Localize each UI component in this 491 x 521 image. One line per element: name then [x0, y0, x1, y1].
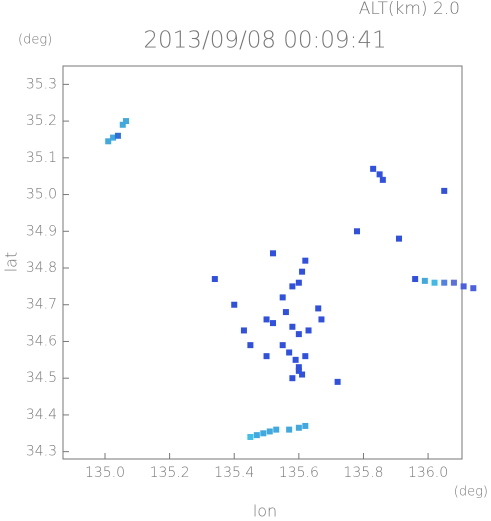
x-tick-label: 135.2 [150, 465, 190, 481]
y-tick-label: 34.3 [26, 444, 57, 460]
x-tick-label: 135.0 [85, 465, 125, 481]
x-unit: (deg) [454, 485, 488, 500]
echo-point [273, 426, 280, 433]
x-tick-label: 136.0 [408, 465, 448, 481]
echo-point [123, 118, 129, 125]
y-tick-label: 34.7 [26, 297, 57, 313]
echo-point [396, 235, 402, 242]
echo-point [240, 327, 247, 334]
echo-point [295, 279, 302, 286]
echo-point [412, 276, 419, 283]
plot-frame [62, 65, 463, 460]
echo-point [295, 424, 302, 431]
echo-point [260, 430, 267, 437]
y-tick-label: 34.9 [26, 223, 57, 239]
y-tick-label: 35.2 [26, 113, 57, 129]
echo-point [286, 426, 293, 433]
echo-point [470, 285, 477, 292]
echo-point [263, 353, 270, 360]
echo-point [270, 250, 276, 257]
echo-point [334, 378, 341, 385]
echo-point [110, 134, 117, 141]
y-tick-label: 35.0 [26, 187, 57, 203]
echo-point [289, 375, 296, 382]
y-tick-label: 34.5 [26, 370, 57, 386]
echo-point [421, 277, 428, 284]
echo-point [354, 228, 360, 235]
echo-point [211, 276, 218, 283]
x-tick-label: 135.4 [214, 465, 254, 481]
echo-point [376, 171, 383, 178]
altitude-label: ALT(km) 2.0 [359, 0, 460, 19]
echo-point [286, 349, 293, 356]
x-tick-label: 135.8 [343, 465, 383, 481]
echo-point [299, 268, 306, 275]
echo-point [289, 283, 296, 290]
echo-point [253, 432, 260, 439]
echo-point [282, 309, 289, 316]
echo-point [247, 433, 254, 440]
echo-point [450, 279, 457, 286]
echo-point [315, 305, 322, 312]
echo-point [247, 342, 254, 349]
y-tick-label: 34.4 [26, 407, 57, 423]
echo-point [292, 356, 299, 363]
y-tick-label: 35.3 [26, 76, 57, 92]
y-tick-label: 34.6 [26, 333, 57, 349]
echo-point [231, 301, 238, 308]
echo-point [302, 257, 309, 264]
echo-point [460, 283, 467, 290]
echo-point [441, 279, 448, 286]
echo-point [302, 353, 309, 360]
y-unit: (deg) [18, 33, 52, 48]
y-tick-label: 34.8 [26, 260, 57, 276]
echo-point [318, 316, 325, 323]
y-tick-label: 35.1 [26, 150, 57, 166]
echo-point [379, 176, 386, 183]
echo-point [270, 320, 276, 327]
echo-point [295, 367, 302, 374]
y-axis-label: lat [2, 252, 21, 273]
echo-point [299, 371, 306, 378]
echo-point [295, 364, 302, 371]
x-axis-label: lon [253, 502, 277, 521]
echo-point [441, 187, 448, 194]
echo-point [263, 316, 270, 323]
echo-point [105, 138, 112, 145]
echo-point [279, 342, 286, 349]
echo-point [305, 327, 312, 334]
echo-point [266, 428, 273, 435]
echo-point [370, 165, 377, 172]
echo-point [302, 422, 309, 429]
echo-point [295, 331, 302, 338]
echo-point [114, 132, 121, 139]
echo-point [119, 121, 126, 128]
x-tick-label: 135.6 [279, 465, 319, 481]
chart-title: 2013/09/08 00:09:41 [143, 28, 386, 54]
echo-point [279, 294, 286, 301]
echo-point [289, 323, 296, 330]
echo-point [431, 279, 438, 286]
